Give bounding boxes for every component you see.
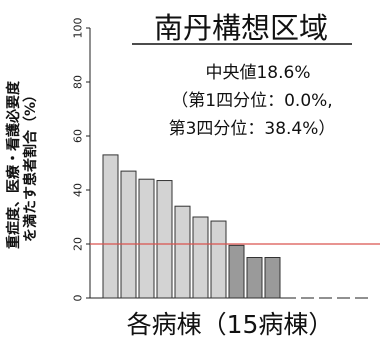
annotation-median: 中央値18.6% bbox=[205, 63, 310, 83]
bar bbox=[228, 244, 245, 299]
x-axis-label: 各病棟（15病棟） bbox=[127, 310, 334, 338]
y-tick-label: 100 bbox=[72, 18, 85, 39]
bar bbox=[210, 220, 227, 299]
bar bbox=[246, 257, 263, 299]
bar bbox=[138, 178, 155, 299]
y-axis-label: 重症度、医療・看護必要度 を満たす患者割合（%） bbox=[5, 80, 39, 249]
bar bbox=[174, 205, 191, 299]
bar bbox=[120, 170, 137, 299]
bar bbox=[264, 257, 281, 299]
y-tick-label: 0 bbox=[72, 295, 85, 302]
y-axis-label-line1: 重症度、医療・看護必要度 bbox=[5, 80, 22, 249]
y-tick-label: 60 bbox=[72, 129, 85, 143]
bar bbox=[156, 180, 173, 299]
y-tick-label: 40 bbox=[72, 183, 85, 197]
bar bbox=[102, 154, 119, 299]
y-tick-label: 80 bbox=[72, 75, 85, 89]
y-axis-label-line2: を満たす患者割合（%） bbox=[22, 88, 39, 242]
chart-title: 南丹構想区域 bbox=[154, 11, 328, 45]
y-ticks: 0 20 40 60 80 100 bbox=[72, 18, 90, 302]
bars bbox=[102, 154, 281, 299]
y-tick-label: 20 bbox=[72, 237, 85, 251]
annotation-q1: （第1四分位：0.0%, bbox=[171, 91, 332, 111]
bar bbox=[192, 216, 209, 299]
annotation-q3: 第3四分位：38.4%） bbox=[169, 119, 336, 139]
